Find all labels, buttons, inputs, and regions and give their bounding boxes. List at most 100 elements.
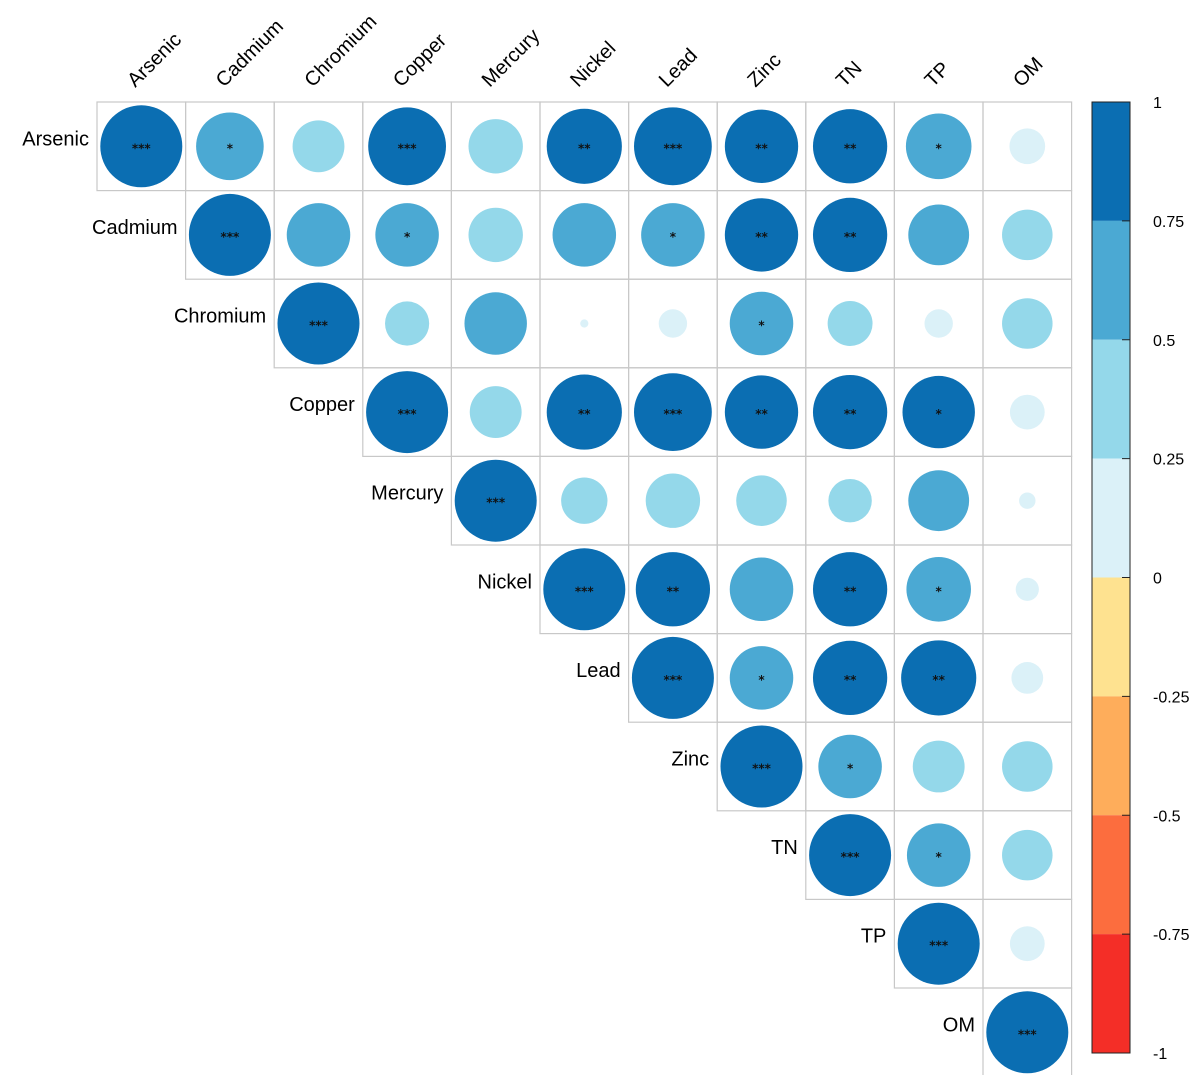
corr-circle-arsenic-tp (905, 113, 972, 180)
corr-circle-arsenic-copper (368, 107, 446, 186)
corr-circle-chromium-lead (658, 309, 688, 338)
row-label-tn: TN (771, 837, 798, 859)
col-label-copper: Copper (389, 29, 451, 91)
colorbar-tick-label: 0.75 (1153, 214, 1184, 231)
col-label-mercury: Mercury (478, 25, 545, 92)
colorbar-tick-label: -0.5 (1153, 808, 1181, 825)
colorbar-tick-label: 0.5 (1153, 333, 1175, 350)
corr-circle-zinc-om (1002, 741, 1053, 792)
corr-circle-cadmium-tn (812, 197, 888, 273)
corr-circle-copper-copper (366, 371, 449, 454)
corr-circle-nickel-tn (812, 552, 888, 627)
corr-circle-copper-tn (812, 374, 888, 450)
sig-mark-zinc-zinc: *** (752, 762, 772, 776)
corr-circle-nickel-nickel (543, 548, 626, 631)
sig-mark-arsenic-lead: *** (663, 141, 683, 155)
corr-circle-zinc-tp (912, 740, 965, 793)
sig-mark-cadmium-lead: * (670, 230, 677, 244)
corr-circle-chromium-zinc (729, 291, 794, 356)
sig-mark-copper-lead: *** (663, 407, 683, 421)
sig-mark-lead-tp: ** (932, 673, 945, 687)
corr-circle-cadmium-nickel (552, 203, 617, 267)
corr-circle-arsenic-lead (634, 107, 712, 186)
corr-circle-mercury-tn (828, 479, 872, 523)
corr-circle-arsenic-tn (812, 109, 888, 184)
sig-mark-om-om: *** (1018, 1027, 1038, 1041)
corr-circle-nickel-lead (635, 552, 711, 627)
sig-mark-arsenic-tp: * (936, 141, 943, 155)
corr-circle-chromium-tp (924, 309, 953, 338)
col-label-om: OM (1009, 53, 1047, 91)
row-label-lead: Lead (576, 660, 621, 682)
colorbar-tick-label: 0.25 (1153, 452, 1184, 469)
sig-mark-chromium-chromium: *** (309, 319, 329, 333)
sig-mark-arsenic-copper: *** (398, 141, 418, 155)
grid-cell-om-om (982, 987, 1073, 1075)
sig-mark-zinc-tn: * (847, 762, 854, 776)
colorbar-tick-label: 1 (1153, 95, 1162, 112)
corr-circle-tp-om (1009, 926, 1045, 962)
corr-circle-copper-nickel (546, 374, 622, 450)
colorbar-bin-1 (1092, 220, 1130, 340)
row-label-copper: Copper (289, 394, 355, 416)
corr-circle-lead-tn (812, 640, 888, 716)
corr-circle-arsenic-arsenic (100, 105, 183, 188)
corr-circle-mercury-om (1019, 492, 1036, 509)
colorbar: 1 0.75 0.5 0.25 0 -0.25 -0.5 -0.75 -1 (1091, 95, 1190, 1063)
row-label-mercury: Mercury (371, 483, 443, 505)
corr-circle-mercury-lead (645, 473, 701, 528)
circle-layer: *** * *** ** *** ** ** **** * * ** ***** **** ** *** **… (100, 105, 1069, 1074)
col-label-cadmium: Cadmium (212, 15, 288, 91)
corr-circle-nickel-om (1015, 577, 1039, 601)
corr-circle-lead-lead (631, 636, 714, 719)
sig-mark-chromium-zinc: * (758, 319, 765, 333)
corr-circle-tn-om (1002, 829, 1053, 881)
corr-circle-nickel-zinc (729, 557, 794, 622)
sig-mark-cadmium-zinc: ** (755, 230, 768, 244)
corr-circle-mercury-nickel (561, 477, 608, 524)
col-label-chromium: Chromium (300, 11, 381, 92)
col-label-nickel: Nickel (566, 37, 620, 91)
corr-circle-lead-om (1011, 662, 1044, 694)
sig-mark-arsenic-nickel: ** (578, 141, 591, 155)
sig-mark-arsenic-cadmium: * (227, 141, 234, 155)
row-label-chromium: Chromium (174, 306, 266, 328)
colorbar-tick-label: -1 (1153, 1046, 1167, 1063)
colorbar-bin-3 (1092, 458, 1130, 578)
sig-mark-arsenic-arsenic: *** (132, 141, 152, 155)
row-label-om: OM (943, 1014, 975, 1036)
corr-circle-copper-om (1009, 394, 1045, 430)
col-label-lead: Lead (655, 45, 702, 92)
corr-circle-lead-tp (901, 640, 977, 716)
corr-circle-cadmium-mercury (468, 207, 523, 263)
sig-mark-nickel-tp: * (936, 584, 943, 598)
corr-circle-arsenic-cadmium (196, 112, 264, 181)
col-label-tn: TN (832, 57, 866, 91)
colorbar-bin-7 (1092, 934, 1130, 1054)
colorbar-bin-6 (1092, 815, 1130, 935)
grid-layer (96, 101, 1073, 1075)
row-label-zinc: Zinc (671, 749, 709, 771)
corr-circle-mercury-tp (908, 470, 970, 532)
colorbar-tick-label: 0 (1153, 571, 1162, 588)
col-label-zinc: Zinc (743, 49, 785, 91)
sig-mark-lead-lead: *** (663, 673, 683, 687)
sig-mark-nickel-nickel: *** (575, 584, 595, 598)
corr-circle-chromium-chromium (277, 282, 360, 365)
sig-mark-copper-nickel: ** (578, 407, 591, 421)
corr-circle-copper-mercury (469, 386, 522, 439)
corr-circle-cadmium-tp (908, 204, 970, 266)
sig-mark-cadmium-tn: ** (844, 230, 857, 244)
sig-mark-copper-zinc: ** (755, 407, 768, 421)
colorbar-bin-5 (1092, 696, 1130, 816)
corr-circle-cadmium-copper (375, 203, 439, 267)
corr-circle-mercury-zinc (736, 475, 787, 526)
corr-circle-arsenic-zinc (724, 109, 799, 183)
corr-circle-om-om (986, 991, 1069, 1074)
sig-mark-copper-tp: * (936, 407, 943, 421)
corr-circle-cadmium-chromium (286, 203, 351, 267)
sig-mark-nickel-tn: ** (844, 584, 857, 598)
sig-mark-cadmium-cadmium: *** (220, 230, 240, 244)
row-label-tp: TP (861, 926, 887, 948)
row-label-arsenic: Arsenic (22, 128, 89, 150)
